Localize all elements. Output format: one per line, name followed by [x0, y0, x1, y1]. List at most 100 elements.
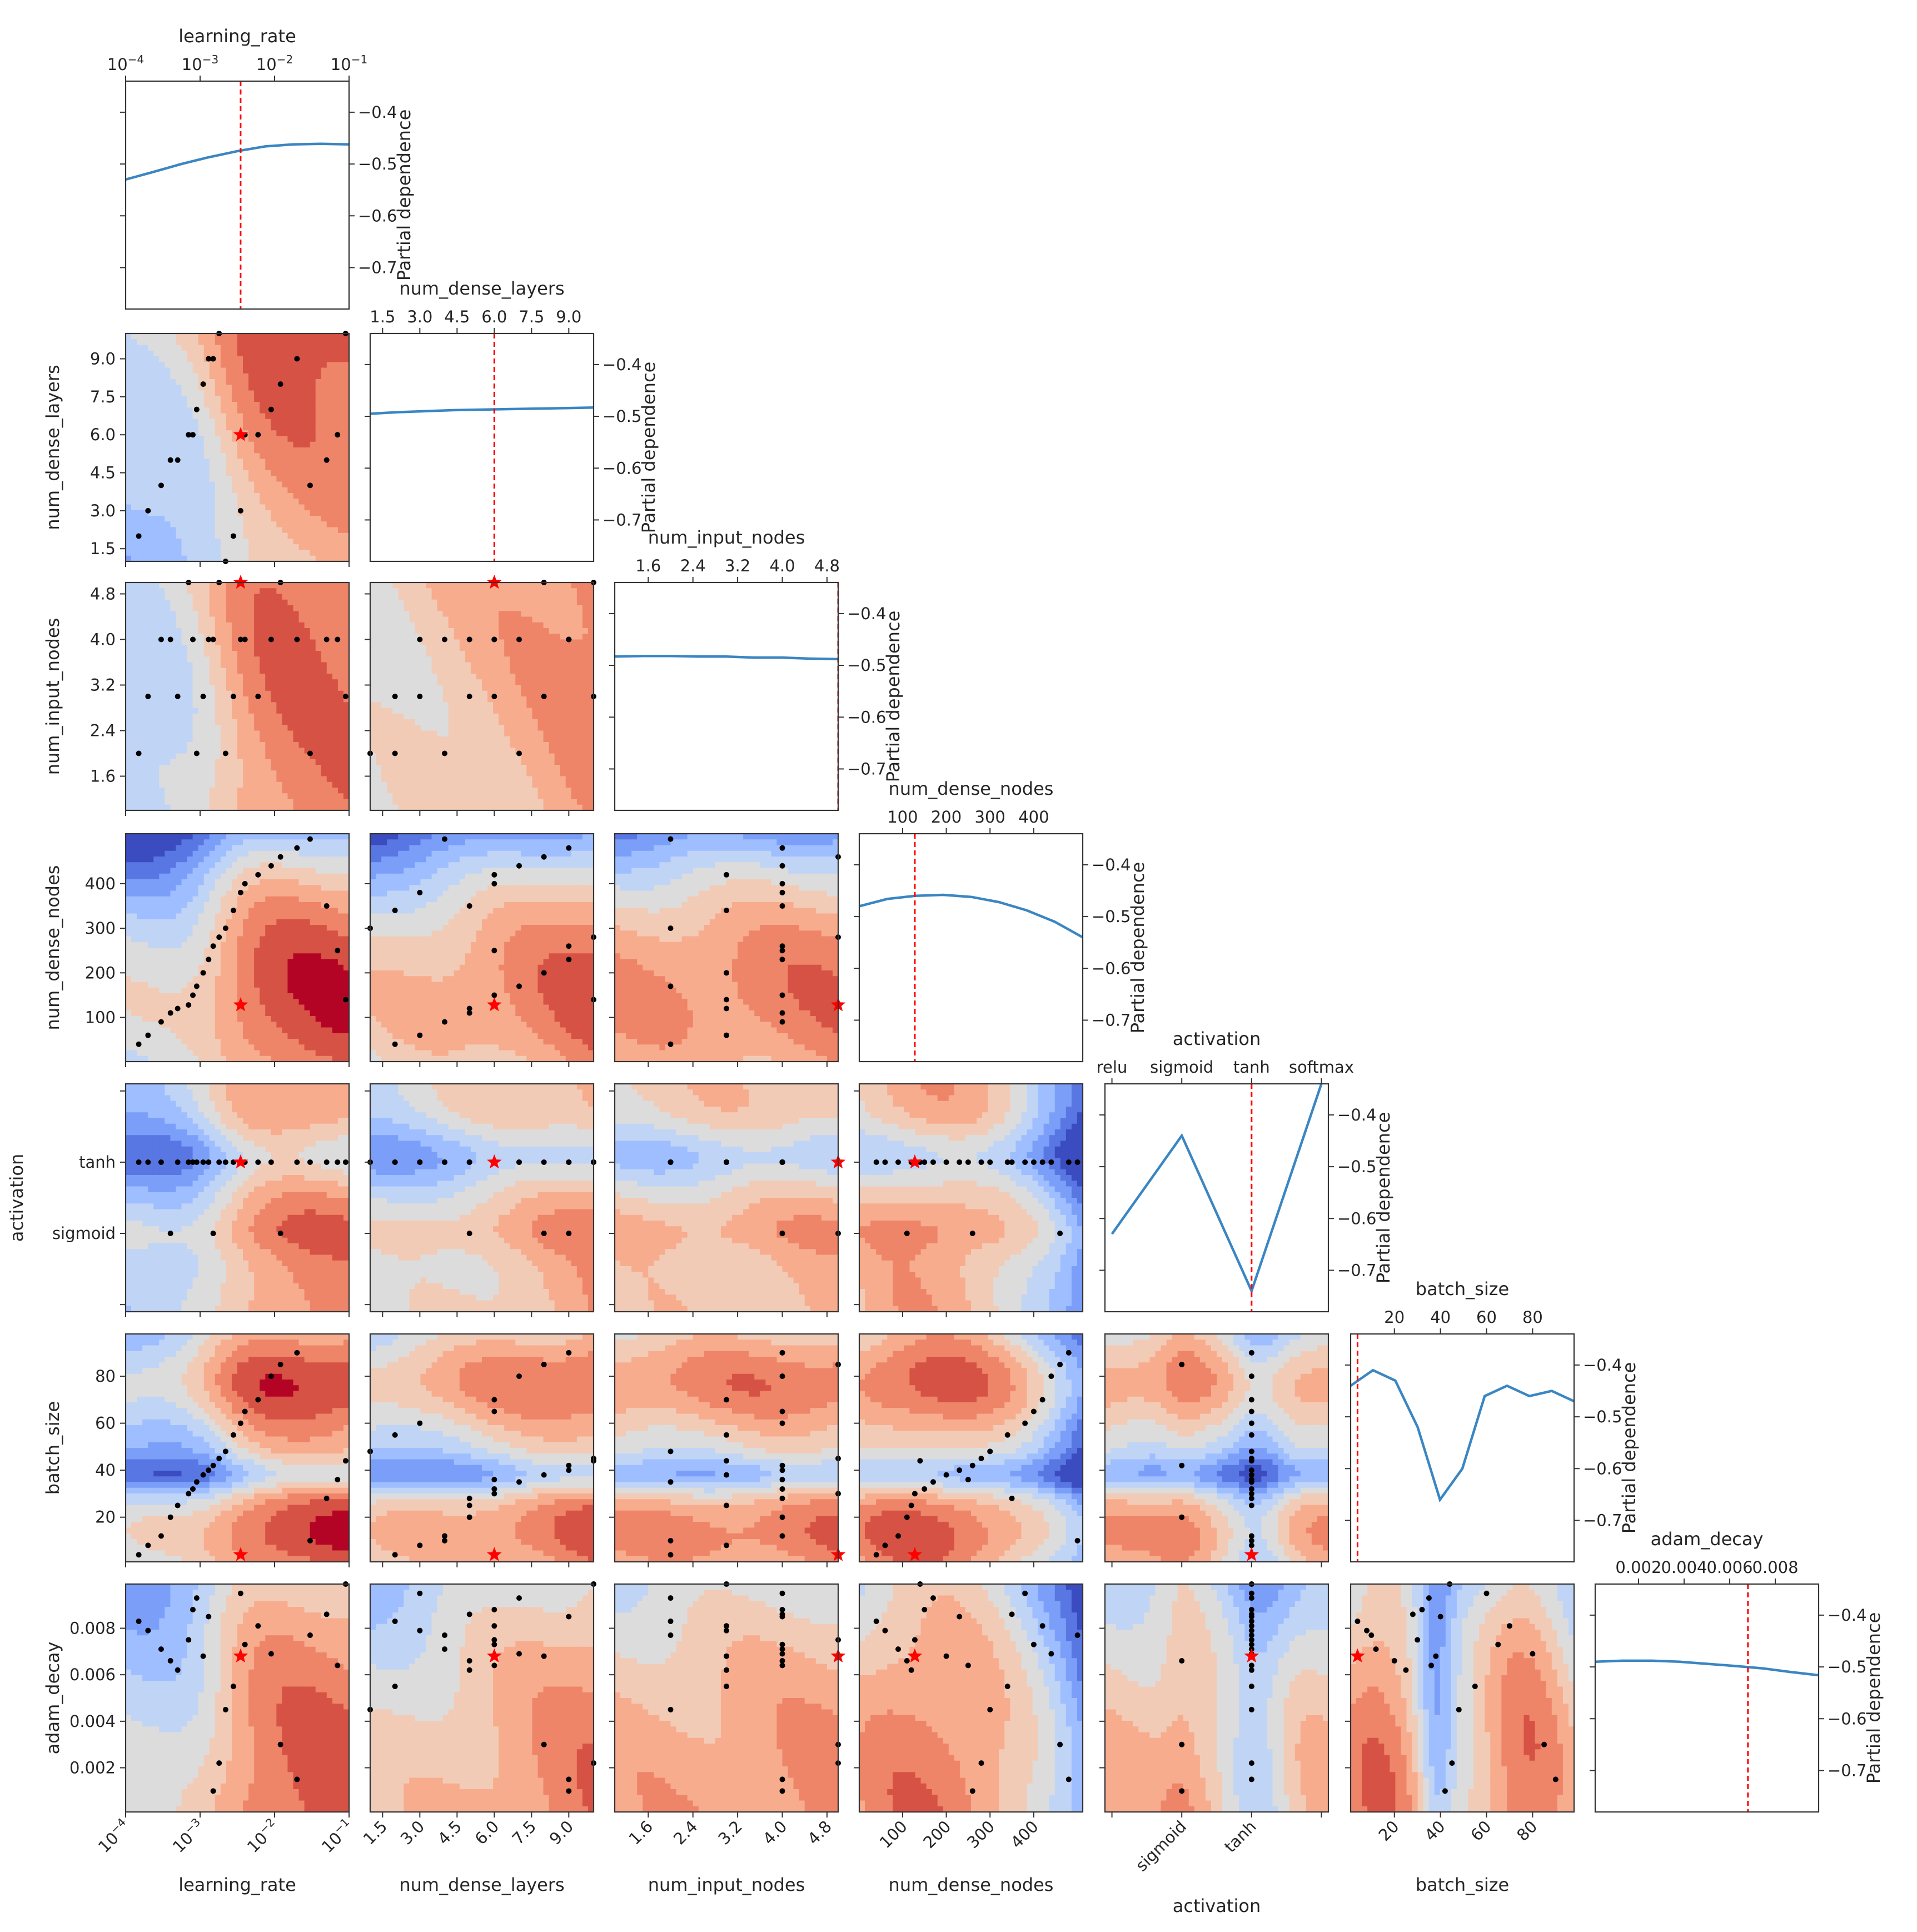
heat-cell: [293, 407, 300, 414]
heat-cell: [131, 544, 137, 550]
heat-cell: [221, 516, 227, 522]
heat-cell: [226, 385, 232, 391]
heat-cell: [260, 368, 266, 374]
heat-cell: [165, 407, 171, 414]
heat-cell: [187, 425, 193, 431]
heat-cell: [254, 385, 260, 391]
heat-cell: [193, 527, 199, 534]
heat-cell: [176, 368, 182, 374]
heat-cell: [159, 459, 165, 465]
heat-cell: [237, 402, 243, 408]
heat-cell: [316, 487, 322, 494]
heat-cell: [198, 345, 205, 351]
heat-cell: [310, 407, 316, 414]
heat-cell: [131, 385, 137, 391]
heat-cell: [137, 487, 143, 494]
heat-cell: [260, 482, 266, 488]
heat-cell: [153, 521, 160, 527]
heat-cell: [243, 425, 249, 431]
heat-cell: [187, 419, 193, 425]
heat-cell: [198, 362, 205, 368]
heat-cell: [193, 487, 199, 494]
heat-cell: [210, 493, 216, 499]
heat-cell: [293, 505, 300, 511]
heat-cell: [193, 521, 199, 527]
heat-cell: [293, 476, 300, 482]
heat-cell: [293, 414, 300, 420]
heat-cell: [282, 414, 288, 420]
heat-cell: [305, 493, 311, 499]
heat-cell: [176, 476, 182, 482]
heat-cell: [215, 482, 221, 488]
heat-cell: [142, 419, 148, 425]
heat-cell: [215, 414, 221, 420]
heat-cell: [226, 333, 232, 340]
heat-cell: [305, 539, 311, 545]
heat-cell: [193, 539, 199, 545]
heat-cell: [193, 516, 199, 522]
heat-cell: [237, 345, 243, 351]
heat-cell: [237, 391, 243, 397]
heat-cell: [215, 385, 221, 391]
heat-cell: [243, 374, 249, 380]
heat-cell: [254, 465, 260, 471]
heat-cell: [260, 391, 266, 397]
heat-cell: [265, 333, 271, 340]
heat-cell: [193, 550, 199, 556]
heat-cell: [210, 499, 216, 505]
heat-cell: [310, 333, 316, 340]
heat-cell: [126, 430, 132, 436]
heat-cell: [310, 362, 316, 368]
heat-cell: [215, 493, 221, 499]
heat-cell: [215, 521, 221, 527]
heat-cell: [198, 351, 205, 357]
heat-cell: [226, 436, 232, 442]
heat-cell: [159, 505, 165, 511]
heat-cell: [187, 533, 193, 539]
heat-cell: [271, 465, 277, 471]
heat-cell: [170, 419, 176, 425]
heat-cell: [265, 385, 271, 391]
heat-cell: [170, 470, 176, 476]
heat-cell: [293, 391, 300, 397]
heat-cell: [198, 550, 205, 556]
heat-cell: [204, 459, 210, 465]
heat-cell: [271, 430, 277, 436]
heat-cell: [260, 407, 266, 414]
heat-cell: [215, 527, 221, 534]
heat-cell: [126, 374, 132, 380]
heat-cell: [165, 521, 171, 527]
heat-cell: [131, 345, 137, 351]
heat-cell: [210, 414, 216, 420]
heat-cell: [310, 442, 316, 448]
heat-cell: [287, 436, 293, 442]
heat-cell: [243, 333, 249, 340]
heat-cell: [276, 487, 282, 494]
heat-cell: [305, 414, 311, 420]
heat-cell: [310, 499, 316, 505]
heat-cell: [316, 505, 322, 511]
heat-cell: [210, 550, 216, 556]
heat-cell: [210, 459, 216, 465]
heat-cell: [293, 550, 300, 556]
heat-cell: [293, 510, 300, 516]
heat-cell: [232, 453, 238, 459]
heat-cell: [153, 351, 160, 357]
heat-cell: [276, 374, 282, 380]
heat-cell: [293, 533, 300, 539]
heat-cell: [276, 521, 282, 527]
heat-cell: [221, 505, 227, 511]
heat-cell: [153, 470, 160, 476]
heat-cell: [310, 414, 316, 420]
heat-cell: [260, 550, 266, 556]
heat-cell: [254, 356, 260, 362]
heat-cell: [299, 527, 305, 534]
heat-cell: [271, 499, 277, 505]
heat-cell: [260, 362, 266, 368]
heat-cell: [321, 345, 327, 351]
heat-cell: [310, 459, 316, 465]
heat-cell: [131, 430, 137, 436]
heat-cell: [260, 465, 266, 471]
heat-cell: [265, 550, 271, 556]
heat-cell: [271, 493, 277, 499]
